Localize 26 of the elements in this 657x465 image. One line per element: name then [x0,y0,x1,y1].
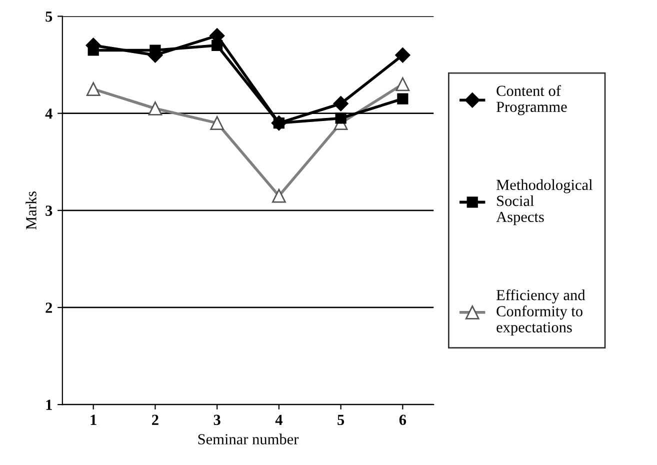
y-tick-label: 4 [45,108,52,119]
x-tick-label: 1 [90,414,96,425]
y-axis-title: Marks [26,191,36,230]
point [272,188,286,203]
x-tick-label: 6 [399,414,406,426]
y-tick-label: 2 [46,302,52,313]
legend-label: Content of Programme [496,85,567,116]
point [396,77,410,92]
x-tick-label: 4 [275,414,282,425]
point [271,115,287,131]
x-axis-title: Seminar number [198,434,299,444]
point [397,93,408,104]
point [395,48,410,63]
x-tick-label: 5 [338,414,344,426]
point [148,102,162,116]
point [333,96,348,112]
legend-label: Methodological Social Aspects [496,179,592,226]
point [335,112,346,124]
y-tick-label: 1 [46,400,52,410]
x-tick-label: 3 [214,414,220,426]
legend-label: Efficiency and Conformity to expectations [496,289,586,336]
y-tick-label: 3 [46,206,52,216]
y-tick-label: 5 [46,12,52,22]
x-tick-label: 2 [152,414,158,425]
point [86,82,100,96]
point [210,116,224,130]
